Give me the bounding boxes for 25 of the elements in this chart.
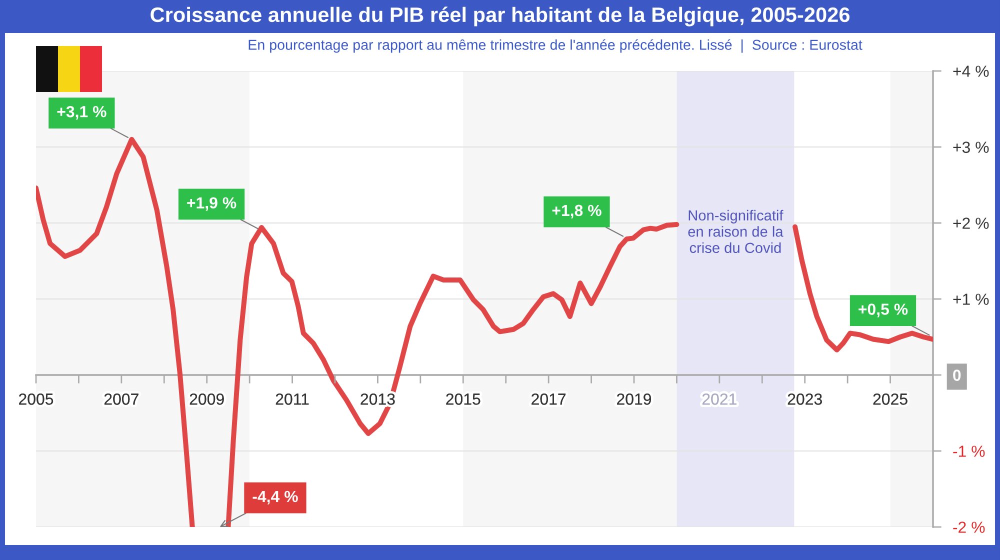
annotation: +3,1 %	[57, 106, 106, 120]
annotation: -4,4 %	[252, 490, 298, 504]
x-tick-label: 2019	[617, 393, 652, 405]
chart-subtitle: En pourcentage par rapport au même trimestre de l'année précédente. Lissé | Source : Eurostat	[248, 39, 862, 53]
annotation: +1,9 %	[187, 197, 236, 211]
chart-title: Croissance annuelle du PIB réel par habitant de la Belgique, 2005-2026	[150, 6, 850, 26]
y-tick-label: +1 %	[953, 294, 989, 305]
annotation: +0,5 %	[858, 304, 908, 318]
x-tick-label: 2005	[19, 393, 54, 405]
y-tick-label: -1 %	[953, 446, 985, 457]
x-tick-label: 2017	[532, 393, 566, 405]
y-tick-label: -2 %	[953, 522, 985, 533]
annotation: +1,8 %	[552, 204, 602, 218]
x-tick-label: 2025	[873, 393, 908, 405]
band-label: Non-significatif en raison de la crise du Covid	[688, 210, 784, 254]
y-tick-label: +2 %	[953, 218, 989, 229]
x-tick-label: 2015	[446, 393, 480, 405]
y-tick-label: +4 %	[953, 66, 989, 77]
x-tick-label: 2021	[702, 393, 736, 405]
x-tick-label: 2023	[788, 393, 822, 405]
x-tick-label: 2011	[276, 393, 309, 405]
y-tick-label: 0	[953, 370, 961, 381]
x-tick-label: 2007	[104, 393, 138, 405]
x-tick-label: 2009	[190, 393, 224, 405]
y-tick-label: +3 %	[953, 142, 989, 153]
